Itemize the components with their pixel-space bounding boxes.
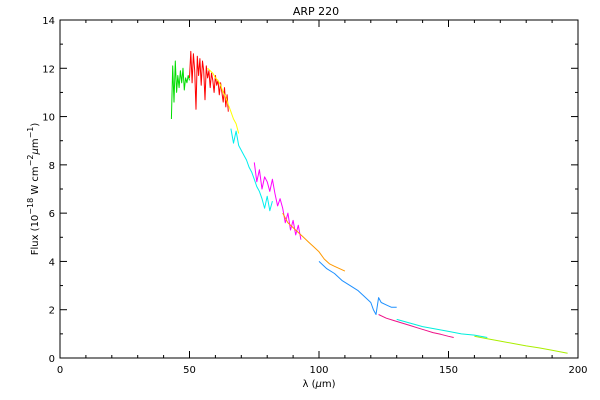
series-line-3	[230, 128, 273, 212]
y-axis-title-prefix: Flux (10	[30, 215, 41, 256]
x-tick-label: 100	[309, 365, 328, 376]
series-line-2	[207, 67, 240, 134]
series-line-8	[396, 318, 488, 338]
y-tick-label: 14	[42, 16, 55, 27]
series-line-0	[170, 60, 190, 120]
y-axis-title: Flux (10−18 W cm−2μm−1)	[26, 123, 41, 256]
x-tick-label: 0	[57, 365, 63, 376]
series-line-9	[474, 335, 568, 354]
series-line-4	[253, 162, 302, 240]
y-tick-label: 10	[42, 113, 55, 124]
x-axis-title-prefix: λ (	[302, 379, 315, 390]
y-axis-title-close: )	[30, 123, 41, 127]
series-line-6	[318, 261, 397, 315]
chart-title: ARP 220	[293, 5, 339, 18]
y-tick-label: 4	[49, 257, 55, 268]
y-axis-title-mu: μ	[30, 148, 41, 155]
y-axis-title-mid: W cm	[30, 166, 41, 197]
x-axis-title-mu: μ	[314, 379, 321, 390]
y-tick-label: 12	[42, 64, 55, 75]
ticks-layer	[59, 19, 579, 359]
series-line-1	[189, 50, 229, 112]
y-axis-title-m: m	[30, 138, 41, 148]
x-axis-title-suffix: m)	[322, 379, 336, 390]
series-line-5	[282, 212, 346, 272]
x-tick-label: 150	[439, 365, 458, 376]
y-axis-title-exp2: −2	[26, 155, 35, 167]
series-layer	[170, 50, 568, 354]
x-tick-label: 200	[568, 365, 587, 376]
x-tick-label: 50	[183, 365, 196, 376]
x-axis-title: λ (μm)	[302, 379, 335, 390]
y-tick-label: 2	[49, 306, 55, 317]
y-tick-label: 8	[49, 161, 55, 172]
y-axis-title-exp3: −1	[26, 127, 35, 139]
plot-frame	[59, 19, 579, 359]
y-tick-label: 0	[49, 354, 55, 365]
y-tick-label: 6	[49, 209, 55, 220]
tick-labels-layer: 0 50 100 150 200 0 2 4 6 8 10 12 14	[42, 16, 587, 376]
y-axis-title-exp1: −18	[26, 198, 35, 215]
series-line-7	[378, 314, 454, 338]
